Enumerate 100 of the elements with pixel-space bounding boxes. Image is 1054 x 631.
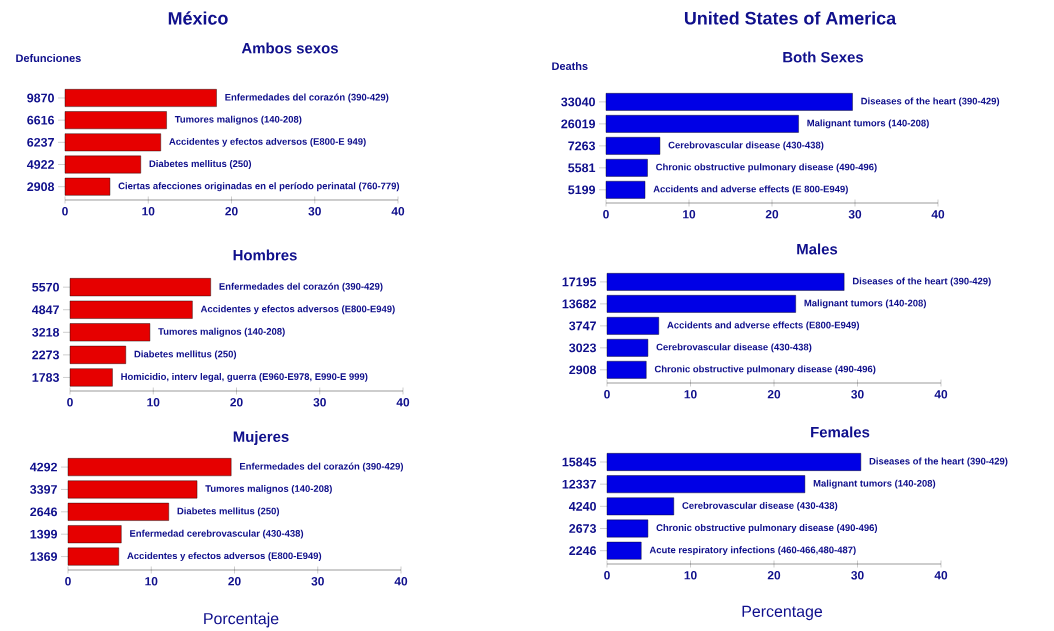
y-tick-label: 2908 [27,182,55,192]
annotation: Chronic obstructive pulmonary disease (490-496) [656,524,878,534]
x-tick-label: 30 [313,398,326,407]
x-tick-label: 10 [142,207,155,216]
y-tick-label: 1399 [30,529,58,539]
annotation: Accidentes y efectos adversos (E800-E949) [200,305,395,315]
x-tick-label: 40 [934,390,948,399]
x-tick-label: 30 [308,207,321,216]
x-tick-label: 40 [396,398,410,407]
annotation: Diabetes mellitus (250) [177,507,280,517]
y-tick-label: 5570 [32,282,59,292]
y-tick-label: 1369 [30,552,58,562]
annotation: Tumores malignos (140-208) [158,328,285,337]
chart-title: Hombres [233,249,297,261]
annotation: Cerebrovascular disease (430-438) [682,502,838,511]
x-tick-label: 0 [604,571,610,580]
chart-title: Females [811,426,870,438]
x-tick-label: 40 [931,210,945,219]
x-tick-label: 10 [684,390,697,399]
x-axis-title: Percentage [742,605,823,621]
x-tick-label: 10 [145,577,158,586]
x-tick-label: 10 [147,398,160,407]
annotation: Tumores malignos (140-208) [205,485,332,494]
x-tick-label: 20 [225,207,238,216]
y-axis-title: Defunciones [16,54,81,63]
x-tick-label: 0 [604,390,610,399]
annotation: Malignant tumors (140-208) [813,479,936,489]
y-tick-label: 2273 [32,350,60,360]
y-tick-label: 7263 [568,141,596,151]
y-tick-label: 12337 [562,479,596,489]
annotation: Chronic obstructive pulmonary disease (490-496) [656,163,877,173]
y-tick-label: 2908 [569,365,597,375]
annotation: Malignant tumors (140-208) [807,119,929,129]
x-tick-label: 20 [767,390,781,399]
annotation: Diseases of the heart (390-429) [869,457,1008,467]
x-tick-label: 10 [684,571,697,580]
y-tick-label: 15845 [562,457,597,467]
chart-subtitle: Both Sexes [783,51,864,63]
annotation: Diabetes mellitus (250) [134,350,237,360]
y-tick-label: 3397 [30,485,57,494]
annotation: Enfermedades del corazón (390-429) [225,93,389,103]
annotation: Accidentes y efectos adversos (E800-E949) [127,552,322,562]
annotation: Acute respiratory infections (460-466,480-487) [649,546,856,556]
y-tick-label: 33040 [561,97,595,107]
x-tick-label: 0 [67,398,73,407]
x-axis-title: Porcentaje [204,612,279,628]
x-tick-label: 0 [65,577,71,586]
y-tick-label: 2246 [569,546,597,556]
x-tick-label: 20 [228,577,241,586]
y-tick-label: 6616 [27,115,55,125]
x-tick-label: 30 [311,577,324,586]
y-tick-label: 9870 [27,93,54,103]
chart-title: United States of America [684,11,897,25]
x-tick-label: 40 [394,577,408,586]
annotation: Diseases of the heart (390-429) [861,97,1000,107]
y-tick-label: 6237 [27,138,54,147]
y-tick-label: 3023 [569,343,597,353]
annotation: Ciertas afecciones originadas en el período perinatal (760-779) [118,182,400,192]
annotation: Enfermedades del corazón (390-429) [219,282,383,292]
annotation: Malignant tumors (140-208) [804,299,926,309]
annotation: Accidents and adverse effects (E 800-E949) [653,185,848,195]
y-tick-label: 1783 [32,373,60,382]
x-tick-label: 30 [851,390,864,399]
y-tick-label: 17195 [562,277,597,287]
y-tick-label: 3218 [32,328,60,337]
y-tick-label: 4240 [568,502,596,511]
annotation: Diseases of the heart (390-429) [852,277,991,287]
y-tick-label: 13682 [562,299,596,309]
chart-title: Mujeres [233,431,289,446]
x-tick-label: 0 [603,210,609,219]
y-tick-label: 5199 [568,185,596,195]
y-tick-label: 2673 [569,524,597,534]
y-tick-label: 4922 [26,160,54,170]
x-tick-label: 20 [765,210,779,219]
x-tick-label: 20 [230,398,243,407]
annotation: Chronic obstructive pulmonary disease (490-496) [654,365,876,375]
x-tick-label: 10 [683,210,696,219]
annotation: Homicidio, interv legal, guerra (E960-E978, E990-E 999) [121,373,368,383]
chart-title: México [168,11,228,25]
x-tick-label: 20 [767,571,781,580]
annotation: Cerebrovascular disease (430-438) [668,141,824,151]
y-tick-label: 2646 [30,507,58,517]
x-tick-label: 30 [851,571,864,580]
x-tick-label: 40 [934,571,948,580]
annotation: Cerebrovascular disease (430-438) [656,343,812,353]
y-tick-label: 5581 [568,163,596,173]
x-tick-label: 0 [62,207,68,216]
y-tick-label: 3747 [569,321,596,331]
chart-subtitle: Ambos sexos [241,42,338,54]
annotation: Accidentes y efectos adversos (E800-E 949) [169,138,366,147]
y-tick-label: 4292 [29,462,57,472]
annotation: Enfermedad cerebrovascular (430-438) [130,529,304,539]
annotation: Enfermedades del corazón (390-429) [240,462,403,472]
x-tick-label: 40 [391,207,405,216]
y-axis-title: Deaths [552,62,588,71]
annotation: Accidents and adverse effects (E800-E949) [667,321,860,331]
y-tick-label: 26019 [561,119,596,129]
y-tick-label: 4847 [31,305,59,315]
x-tick-label: 30 [848,210,862,219]
chart-title: Males [797,243,838,255]
